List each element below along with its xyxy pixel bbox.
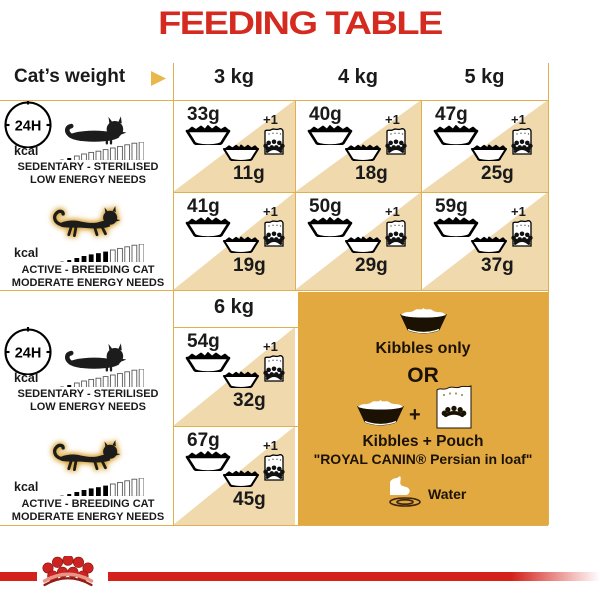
svg-text:24H: 24H <box>15 346 42 362</box>
svg-text:24H: 24H <box>15 119 42 135</box>
